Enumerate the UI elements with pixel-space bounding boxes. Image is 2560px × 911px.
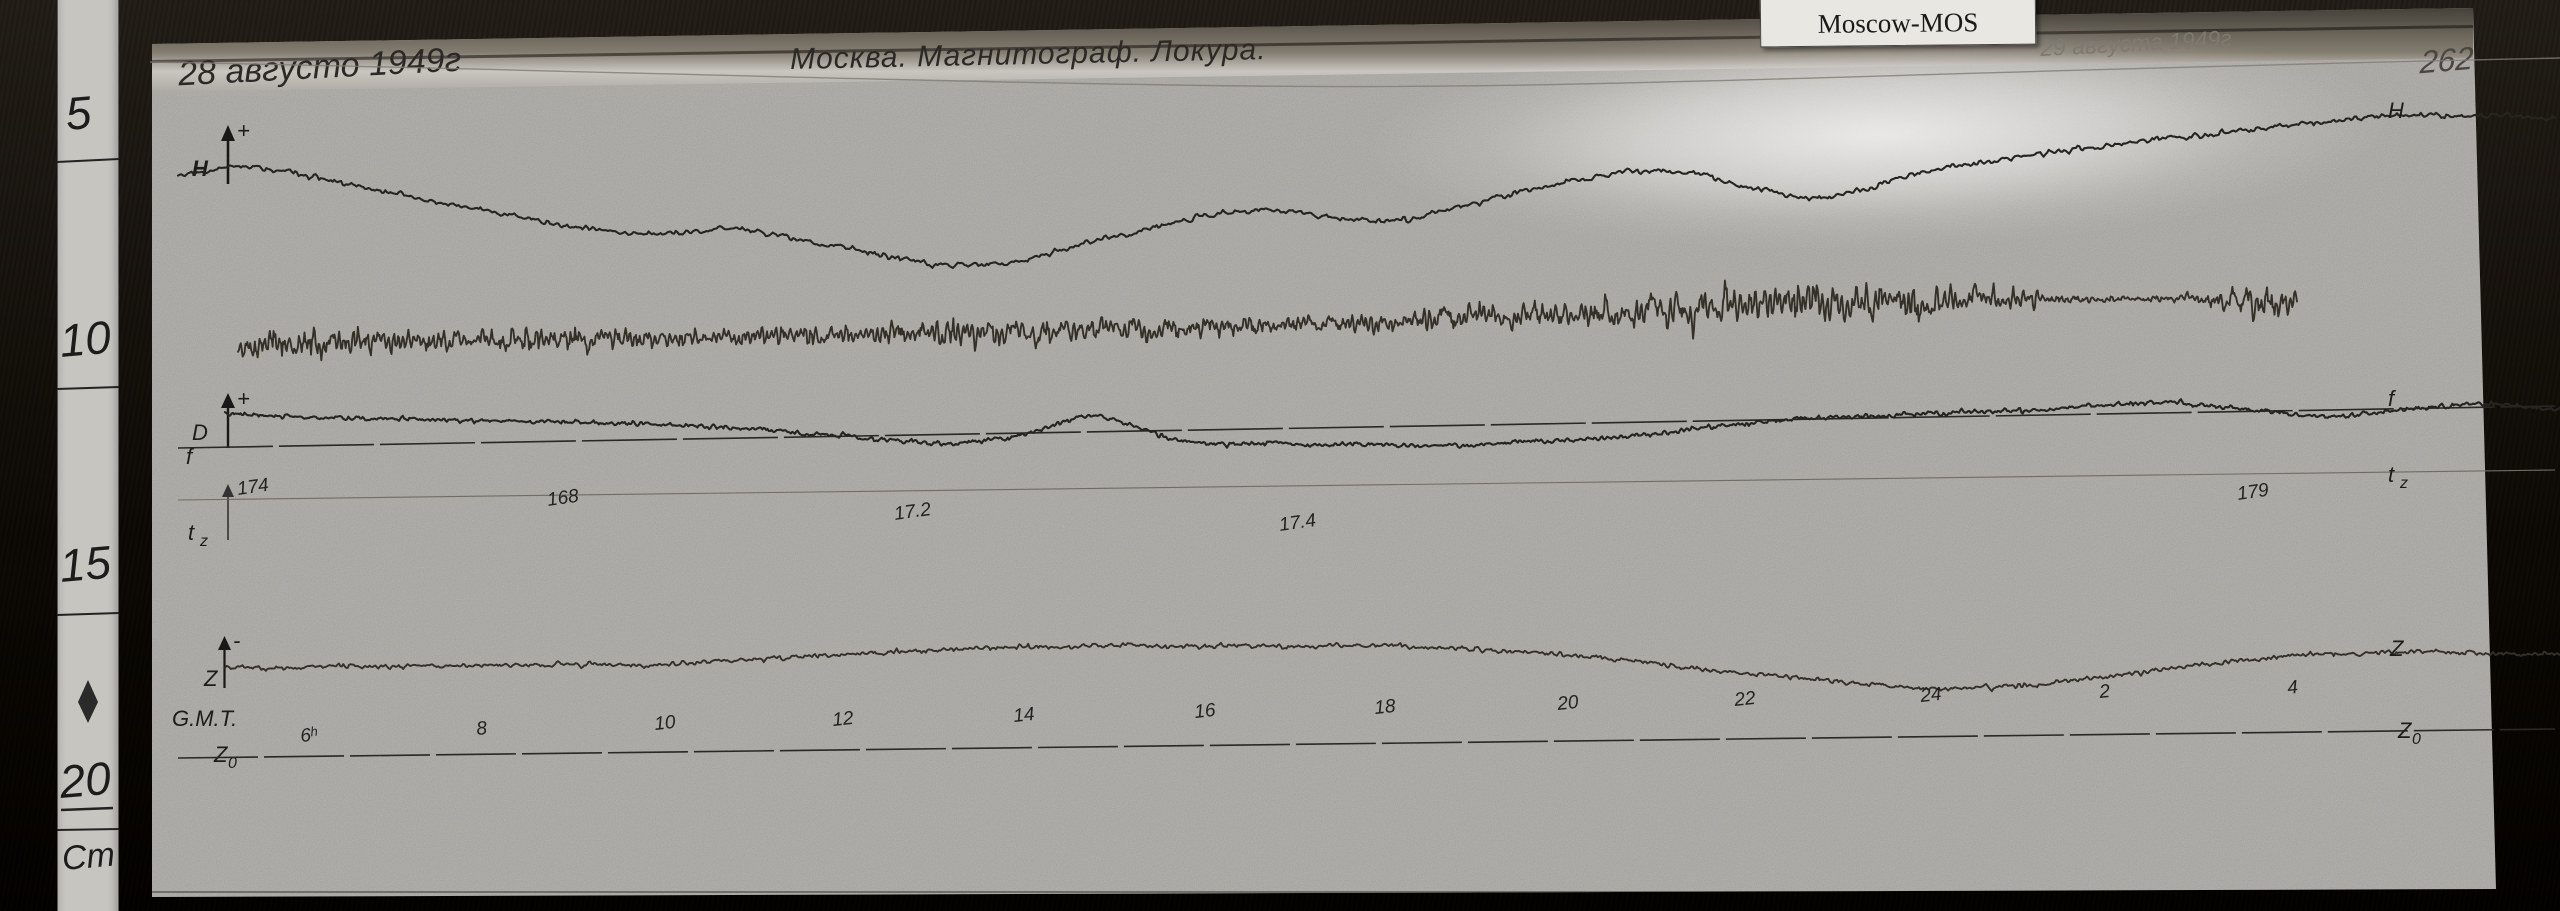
- svg-text:14: 14: [1012, 704, 1035, 727]
- svg-text:24: 24: [1918, 684, 1942, 707]
- svg-text:Z: Z: [2389, 636, 2405, 661]
- svg-text:z: z: [199, 533, 208, 550]
- svg-text:174: 174: [236, 475, 270, 500]
- svg-text:z: z: [2399, 475, 2408, 492]
- svg-text:17.2: 17.2: [893, 499, 933, 525]
- svg-text:t: t: [188, 520, 195, 545]
- svg-text:G.M.T.: G.M.T.: [172, 706, 237, 731]
- svg-text:H: H: [2388, 98, 2404, 123]
- svg-text:H: H: [192, 156, 209, 181]
- svg-text:f: f: [2388, 386, 2397, 411]
- svg-text:168: 168: [546, 486, 581, 511]
- svg-text:D: D: [192, 420, 208, 445]
- svg-text:6ʰ: 6ʰ: [299, 724, 319, 747]
- svg-text:18: 18: [1373, 696, 1397, 719]
- svg-text:t: t: [2388, 462, 2395, 487]
- svg-text:22: 22: [1732, 688, 1757, 711]
- svg-text:4: 4: [2286, 677, 2299, 699]
- svg-text:0: 0: [2412, 731, 2421, 748]
- svg-text:2: 2: [2097, 681, 2111, 703]
- svg-text:+: +: [237, 118, 250, 143]
- svg-text:Z: Z: [203, 666, 219, 691]
- svg-text:12: 12: [831, 708, 855, 731]
- svg-text:8: 8: [475, 718, 488, 740]
- svg-text:17.4: 17.4: [1278, 510, 1318, 536]
- svg-text:10: 10: [653, 712, 677, 735]
- svg-text:16: 16: [1193, 700, 1217, 723]
- svg-text:+: +: [237, 386, 250, 411]
- svg-text:-: -: [233, 628, 240, 653]
- svg-text:20: 20: [1555, 692, 1580, 715]
- svg-text:Z: Z: [213, 742, 229, 767]
- svg-text:179: 179: [2236, 480, 2271, 505]
- svg-text:Z: Z: [2397, 718, 2413, 743]
